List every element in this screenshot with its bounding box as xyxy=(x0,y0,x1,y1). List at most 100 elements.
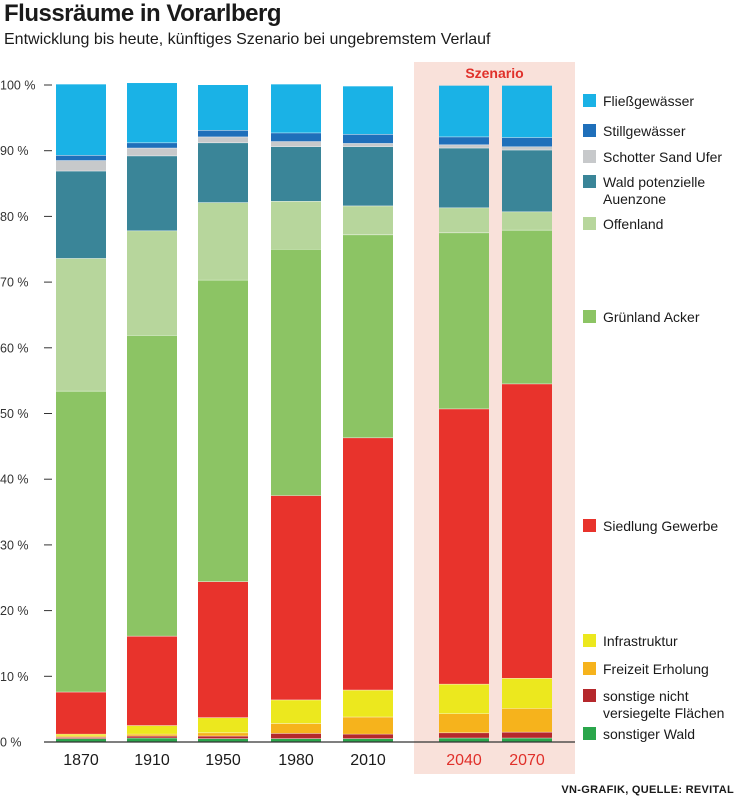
bar-segment-1980-stillgewässer xyxy=(271,132,321,142)
y-tick-label: 20 % xyxy=(0,604,29,618)
bar-segment-2070-freizeit-erholung xyxy=(502,708,552,733)
bar-segment-1870-offenland xyxy=(56,258,106,392)
bar-segment-1870-fließgewässer xyxy=(56,84,106,156)
y-tick-label: 50 % xyxy=(0,407,29,421)
legend-label-sonstiger-wald: sonstiger Wald xyxy=(603,726,695,742)
bar-segment-1980-wald-potenzielle-auenzone xyxy=(271,146,321,202)
legend-label-offenland: Offenland xyxy=(603,216,663,232)
bar-segment-1950-sonstige-nicht-versiegelte-flächen xyxy=(198,736,248,739)
legend-label-grünland-acker: Grünland Acker xyxy=(603,309,700,325)
bar-segment-1950-sonstiger-wald xyxy=(198,738,248,742)
bar-segment-1910-freizeit-erholung xyxy=(127,734,177,737)
bar-segment-2070-fließgewässer xyxy=(502,85,552,138)
y-tick-label: 40 % xyxy=(0,473,29,487)
bar-segment-1950-stillgewässer xyxy=(198,130,248,137)
bar-segment-1910-infrastruktur xyxy=(127,725,177,735)
bar-segment-1980-sonstiger-wald xyxy=(271,738,321,742)
bar-segment-1870-grünland-acker xyxy=(56,391,106,693)
bar-segment-1980-siedlung-gewerbe xyxy=(271,495,321,700)
y-tick-label: 100 % xyxy=(0,79,35,93)
bar-segment-2040-offenland xyxy=(439,207,489,233)
legend-swatch-wald-potenzielle-auenzone xyxy=(583,175,596,188)
scenario-label: Szenario xyxy=(465,65,523,81)
legend-swatch-sonstige-nicht-versiegelte-flächen xyxy=(583,689,596,702)
bar-segment-2010-wald-potenzielle-auenzone xyxy=(343,146,393,206)
bar-segment-2070-offenland xyxy=(502,211,552,231)
legend-label-sonstige-nicht-versiegelte-flächen: sonstige nicht versiegelte Flächen xyxy=(603,688,724,721)
bar-segment-2040-stillgewässer xyxy=(439,136,489,145)
bar-segment-1980-offenland xyxy=(271,201,321,250)
bar-segment-1910-grünland-acker xyxy=(127,335,177,637)
bar-segment-1980-sonstige-nicht-versiegelte-flächen xyxy=(271,733,321,739)
y-tick-label: 10 % xyxy=(0,670,29,684)
bar-segment-1950-infrastruktur xyxy=(198,717,248,733)
bar-segment-1980-infrastruktur xyxy=(271,699,321,724)
legend-label-stillgewässer: Stillgewässer xyxy=(603,123,686,139)
bar-segment-2040-grünland-acker xyxy=(439,232,489,409)
legend-label-infrastruktur: Infrastruktur xyxy=(603,633,678,649)
bar-segment-1980-grünland-acker xyxy=(271,249,321,496)
legend-label-schotter-sand-ufer: Schotter Sand Ufer xyxy=(603,149,722,165)
x-tick-label-2010: 2010 xyxy=(350,752,386,769)
x-tick-label-2070: 2070 xyxy=(509,752,545,769)
bar-segment-1870-sonstiger-wald xyxy=(56,738,106,742)
bar-segment-2040-freizeit-erholung xyxy=(439,713,489,733)
bar-segment-2070-grünland-acker xyxy=(502,230,552,384)
bar-segment-1980-schotter-sand-ufer xyxy=(271,141,321,147)
bar-segment-2010-infrastruktur xyxy=(343,690,393,718)
bar-segment-2040-sonstiger-wald xyxy=(439,738,489,742)
chart-subtitle: Entwicklung bis heute, künftiges Szenari… xyxy=(4,31,491,48)
legend-label-wald-potenzielle-auenzone: Wald potenzielle Auenzone xyxy=(603,174,705,207)
bar-segment-2070-stillgewässer xyxy=(502,137,552,147)
bar-segment-1870-stillgewässer xyxy=(56,155,106,161)
bar-segment-1910-sonstiger-wald xyxy=(127,738,177,742)
bar-segment-1910-wald-potenzielle-auenzone xyxy=(127,155,177,231)
bar-segment-1910-stillgewässer xyxy=(127,142,177,149)
bar-segment-1910-schotter-sand-ufer xyxy=(127,148,177,156)
bar-segment-1950-schotter-sand-ufer xyxy=(198,136,248,143)
y-tick-label: 90 % xyxy=(0,144,29,158)
bar-segment-2010-offenland xyxy=(343,205,393,235)
x-tick-label-1950: 1950 xyxy=(205,752,241,769)
bar-segment-2070-sonstiger-wald xyxy=(502,738,552,742)
bar-segment-2040-wald-potenzielle-auenzone xyxy=(439,148,489,208)
legend-swatch-siedlung-gewerbe xyxy=(583,519,596,532)
bar-segment-2040-infrastruktur xyxy=(439,684,489,714)
chart-title: Flussräume in Vorarlberg xyxy=(4,0,281,27)
bar-segment-1950-wald-potenzielle-auenzone xyxy=(198,142,248,203)
bar-segment-2040-sonstige-nicht-versiegelte-flächen xyxy=(439,732,489,739)
bar-segment-1870-siedlung-gewerbe xyxy=(56,692,106,735)
y-tick-label: 70 % xyxy=(0,276,29,290)
bar-segment-2070-wald-potenzielle-auenzone xyxy=(502,150,552,212)
bar-segment-2010-freizeit-erholung xyxy=(343,717,393,735)
bar-segment-2040-fließgewässer xyxy=(439,85,489,137)
bar-segment-2010-fließgewässer xyxy=(343,86,393,135)
bar-segment-2070-schotter-sand-ufer xyxy=(502,146,552,151)
legend-swatch-offenland xyxy=(583,217,596,230)
x-tick-label-1980: 1980 xyxy=(278,752,314,769)
legend-swatch-sonstiger-wald xyxy=(583,727,596,740)
y-tick-label: 60 % xyxy=(0,341,29,355)
x-tick-label-2040: 2040 xyxy=(446,752,482,769)
bar-segment-1870-schotter-sand-ufer xyxy=(56,160,106,172)
legend-swatch-infrastruktur xyxy=(583,634,596,647)
bar-segment-1980-freizeit-erholung xyxy=(271,723,321,734)
legend-swatch-fließgewässer xyxy=(583,94,596,107)
bar-segment-1950-fließgewässer xyxy=(198,85,248,131)
bar-segment-1870-sonstige-nicht-versiegelte-flächen xyxy=(56,737,106,739)
legend-swatch-grünland-acker xyxy=(583,310,596,323)
bar-segment-2010-siedlung-gewerbe xyxy=(343,437,393,691)
legend-label-fließgewässer: Fließgewässer xyxy=(603,93,694,109)
bar-segment-2010-stillgewässer xyxy=(343,134,393,144)
bar-segment-1870-infrastruktur xyxy=(56,734,106,737)
bar-segment-2010-sonstiger-wald xyxy=(343,738,393,742)
legend-swatch-schotter-sand-ufer xyxy=(583,150,596,163)
bar-segment-1950-freizeit-erholung xyxy=(198,732,248,737)
bar-segment-2070-siedlung-gewerbe xyxy=(502,383,552,679)
bar-segment-1910-offenland xyxy=(127,230,177,336)
bar-segment-1910-siedlung-gewerbe xyxy=(127,636,177,726)
bar-segment-2070-infrastruktur xyxy=(502,678,552,709)
x-tick-label-1870: 1870 xyxy=(63,752,99,769)
bar-segment-1980-fließgewässer xyxy=(271,84,321,133)
